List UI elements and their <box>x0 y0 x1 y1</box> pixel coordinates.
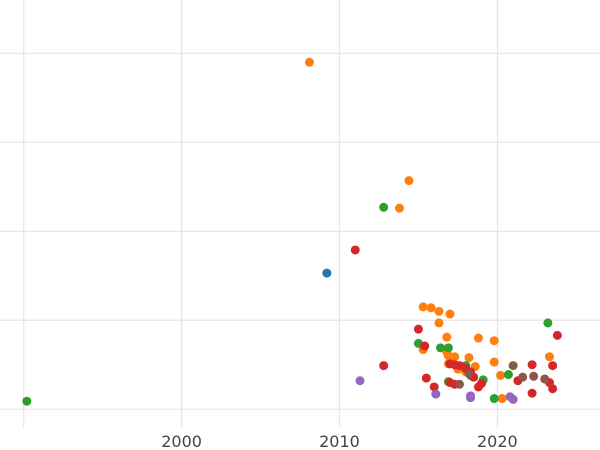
data-point <box>544 352 554 362</box>
data-point <box>429 382 439 392</box>
data-point <box>464 353 474 363</box>
data-point <box>527 388 537 398</box>
data-point <box>473 333 483 343</box>
data-point <box>379 361 389 371</box>
data-point <box>508 394 518 404</box>
data-point <box>379 202 389 212</box>
data-point <box>436 343 446 353</box>
data-point <box>518 372 528 382</box>
data-point <box>434 306 444 316</box>
data-point <box>552 330 562 340</box>
data-point <box>434 318 444 328</box>
data-point <box>489 357 499 367</box>
data-point <box>540 374 550 384</box>
data-point <box>350 245 360 255</box>
data-point <box>489 336 499 346</box>
data-point <box>454 361 464 371</box>
data-point <box>548 361 558 371</box>
data-point <box>304 57 314 67</box>
data-point <box>426 303 436 313</box>
data-point <box>548 384 558 394</box>
x-tick-label: 2010 <box>319 432 360 450</box>
data-point <box>413 324 423 334</box>
data-point <box>443 343 453 353</box>
data-point <box>527 360 537 370</box>
data-point <box>445 309 455 319</box>
data-point <box>529 371 539 381</box>
data-point <box>454 379 464 389</box>
x-tick-label: 2020 <box>477 432 518 450</box>
data-point <box>22 396 32 406</box>
data-point <box>420 341 430 351</box>
data-point <box>477 378 487 388</box>
data-point <box>543 318 553 328</box>
data-point <box>464 369 474 379</box>
data-point <box>442 332 452 342</box>
data-point <box>394 203 404 213</box>
data-point <box>496 370 506 380</box>
data-point <box>503 370 513 380</box>
data-point <box>508 361 518 371</box>
data-point <box>421 373 431 383</box>
data-point <box>418 302 428 312</box>
data-point <box>497 394 507 404</box>
data-point <box>431 389 441 399</box>
x-tick-label: 2000 <box>161 432 202 450</box>
data-point <box>404 176 414 186</box>
data-point <box>466 393 476 403</box>
data-point <box>322 268 332 278</box>
data-point <box>355 376 365 386</box>
data-point <box>450 352 460 362</box>
data-point <box>489 394 499 404</box>
